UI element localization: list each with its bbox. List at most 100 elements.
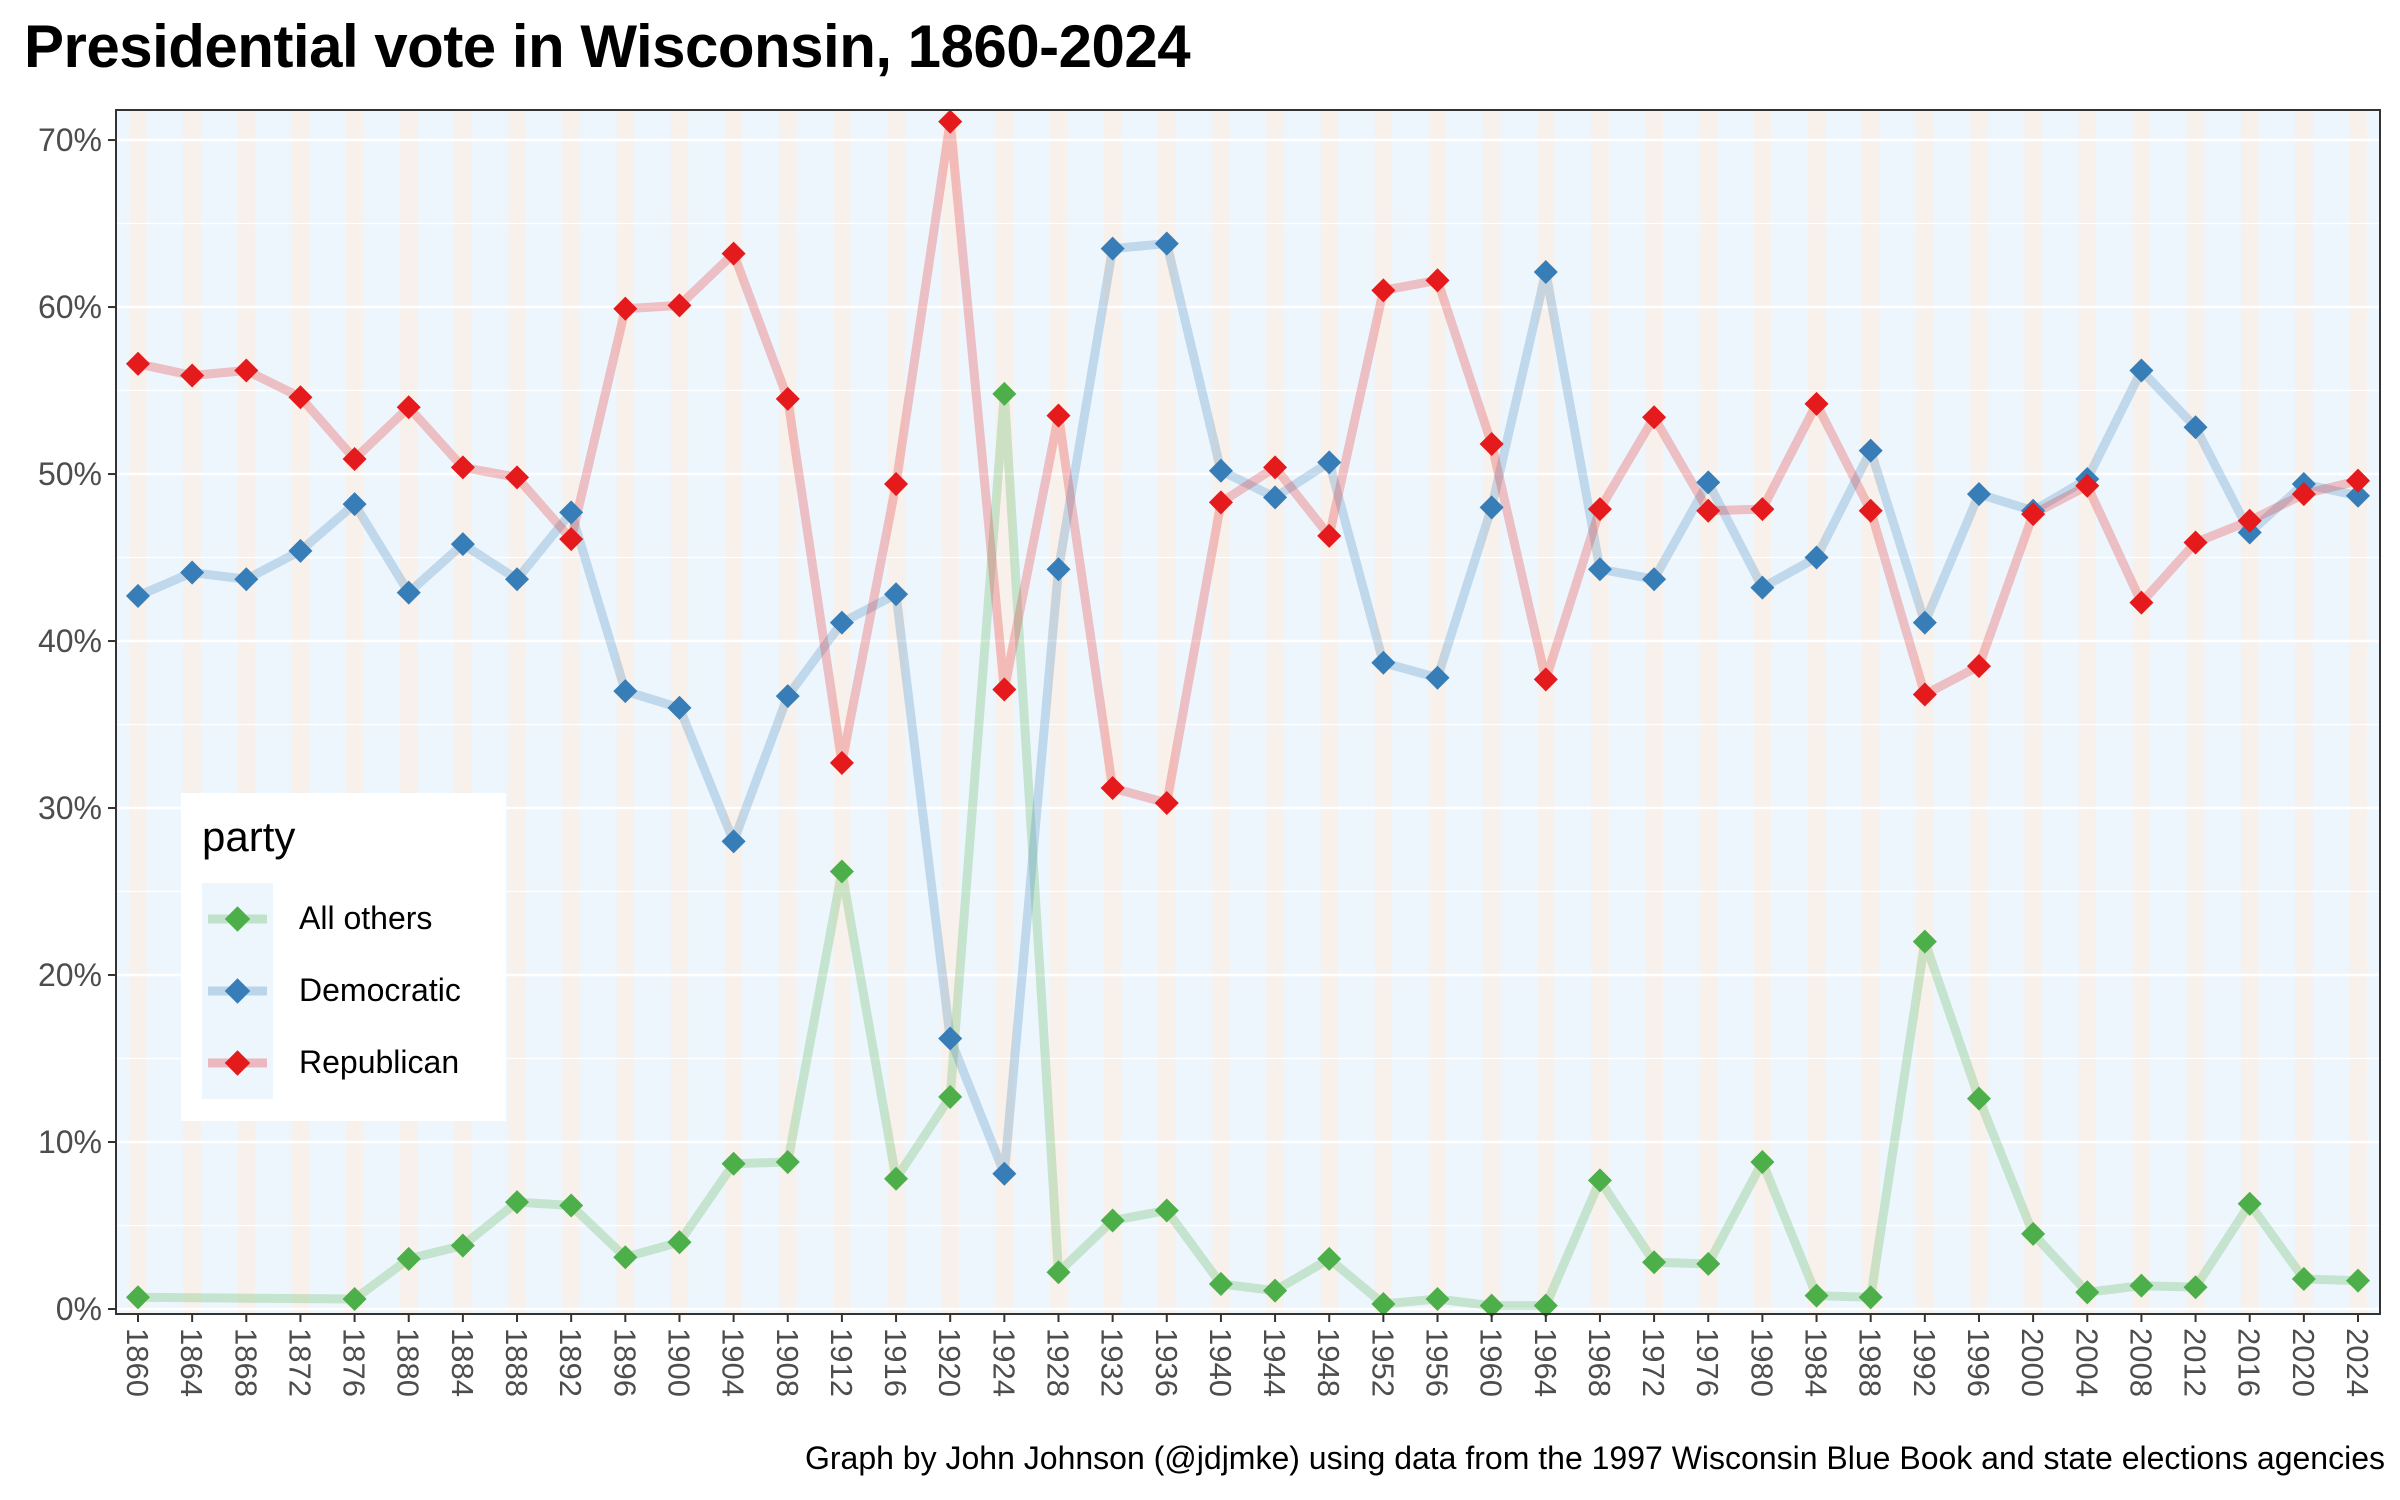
data-point-democratic (1479, 495, 1504, 520)
x-tick-label: 1876 (337, 1328, 372, 1397)
year-band (941, 110, 959, 1314)
year-band (1970, 110, 1988, 1314)
data-point-all-others (450, 1233, 475, 1258)
year-band (345, 110, 364, 1314)
year-band (562, 110, 580, 1314)
year-band (1266, 110, 1284, 1314)
data-point-democratic (1208, 458, 1233, 483)
x-tick-label: 1904 (716, 1328, 751, 1397)
x-tick-label: 2024 (2340, 1328, 2375, 1397)
y-tick-label: 50% (38, 456, 102, 492)
x-tick-label: 1988 (1853, 1328, 1888, 1397)
x-tick-label: 1952 (1365, 1328, 1400, 1397)
x-tick-label: 1880 (391, 1328, 426, 1397)
x-tick-label: 1888 (499, 1328, 534, 1397)
data-point-all-others (1533, 1293, 1558, 1318)
legend-title: party (202, 813, 296, 860)
year-band (183, 110, 201, 1314)
x-tick-label: 1964 (1528, 1328, 1563, 1397)
x-tick-label: 1940 (1203, 1328, 1238, 1397)
x-tick-label: 1892 (553, 1328, 588, 1397)
data-point-all-others (884, 1166, 909, 1191)
data-point-all-others (559, 1193, 584, 1218)
data-point-all-others (505, 1190, 530, 1215)
year-band (1916, 110, 1934, 1314)
year-band (1320, 110, 1338, 1314)
data-point-all-others (1208, 1271, 1233, 1296)
data-point-republican (1317, 523, 1342, 548)
y-axis: 0% 10% 20% 30% 40% 50% 60% 70% (38, 122, 116, 1327)
x-tick-label: 1908 (770, 1328, 805, 1397)
x-tick-label: 1968 (1582, 1328, 1617, 1397)
year-band (2078, 110, 2096, 1314)
year-band (2186, 110, 2205, 1314)
data-point-republican (450, 455, 475, 480)
data-point-republican (1912, 682, 1937, 707)
year-band (1482, 110, 1501, 1314)
chart-caption: Graph by John Johnson (@jdjmke) using da… (804, 1440, 2385, 1476)
data-point-all-others (2183, 1275, 2208, 1300)
data-point-republican (1696, 498, 1721, 523)
x-tick-label: 2012 (2178, 1328, 2213, 1397)
year-band (779, 110, 797, 1314)
year-band (724, 110, 743, 1314)
y-tick-label: 70% (38, 122, 102, 158)
data-point-all-others (1858, 1285, 1883, 1310)
data-point-all-others (1696, 1251, 1721, 1276)
data-point-all-others (125, 1285, 151, 1310)
data-point-all-others (613, 1245, 638, 1270)
data-point-all-others (1750, 1150, 1775, 1175)
year-band (1428, 110, 1447, 1314)
legend-label-democratic: Democratic (299, 972, 461, 1008)
x-tick-label: 1896 (607, 1328, 642, 1397)
legend-label-all-others: All others (299, 900, 433, 936)
x-tick-label: 1912 (824, 1328, 859, 1397)
data-point-republican (1804, 391, 1829, 416)
data-point-all-others (2129, 1273, 2154, 1298)
legend-item-all-others: All others (181, 883, 506, 955)
data-point-republican (1046, 403, 1071, 428)
year-band (995, 110, 1014, 1314)
data-point-all-others (1479, 1293, 1504, 1318)
data-point-republican (1100, 775, 1125, 800)
data-point-democratic (992, 1161, 1017, 1186)
year-band (1537, 110, 1555, 1314)
data-point-all-others (775, 1150, 800, 1175)
year-band (833, 110, 851, 1314)
x-tick-label: 1976 (1690, 1328, 1725, 1397)
data-point-republican (1371, 278, 1396, 303)
data-point-republican (180, 363, 205, 388)
chart-title: Presidential vote in Wisconsin, 1860-202… (24, 13, 1191, 80)
year-band (1212, 110, 1230, 1314)
data-point-democratic (1858, 438, 1883, 463)
data-point-democratic (1317, 450, 1342, 475)
year-band (400, 110, 418, 1314)
data-point-democratic (1587, 557, 1612, 582)
x-tick-label: 1948 (1311, 1328, 1346, 1397)
data-point-republican (1425, 268, 1450, 293)
year-band (2241, 110, 2259, 1314)
data-point-all-others (1046, 1260, 1071, 1285)
data-point-democratic (1750, 575, 1775, 600)
year-band (1753, 110, 1772, 1314)
year-band (887, 110, 905, 1314)
data-point-all-others (1804, 1283, 1829, 1308)
data-point-democratic (1046, 557, 1071, 582)
data-point-all-others (2237, 1191, 2262, 1216)
x-tick-label: 1996 (1961, 1328, 1996, 1397)
data-point-republican (1154, 790, 1179, 816)
x-tick-label: 1984 (1799, 1328, 1834, 1397)
x-tick-label: 1932 (1095, 1328, 1130, 1397)
legend: party All others Democratic Republican (181, 793, 506, 1121)
data-point-all-others (2075, 1280, 2100, 1305)
x-tick-label: 2016 (2232, 1328, 2267, 1397)
data-point-democratic (1912, 610, 1937, 635)
legend-item-republican: Republican (181, 1027, 506, 1099)
data-point-republican (1966, 654, 1991, 679)
data-point-all-others (342, 1286, 367, 1312)
data-point-republican (342, 446, 367, 472)
x-tick-label: 1884 (445, 1328, 480, 1397)
y-tick-label: 0% (56, 1291, 102, 1327)
x-tick-label: 2008 (2123, 1328, 2158, 1397)
